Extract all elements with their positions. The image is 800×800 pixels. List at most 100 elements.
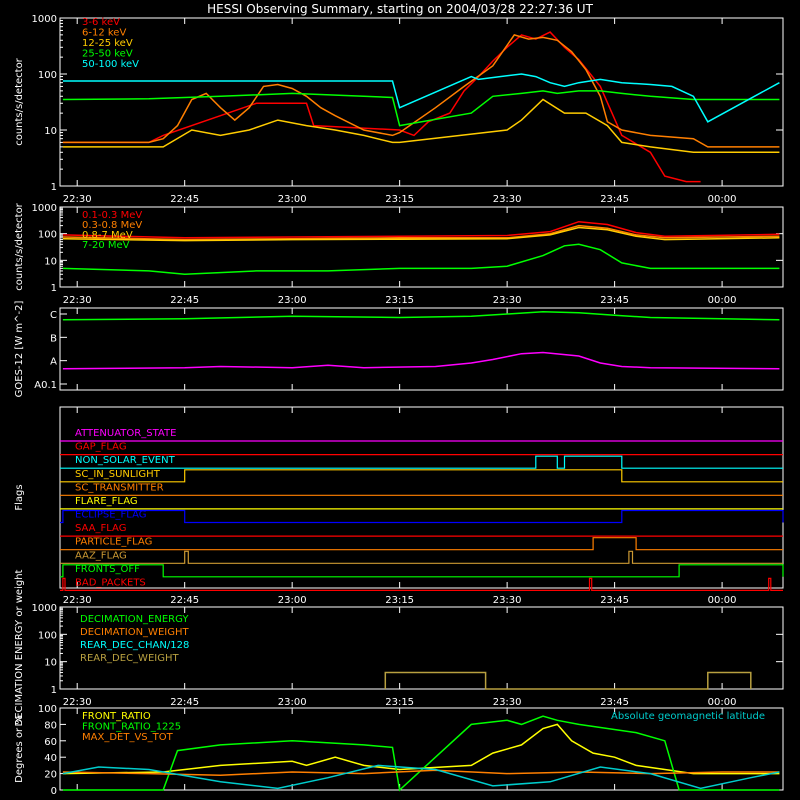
flag-line xyxy=(60,564,784,578)
y-axis-label-0: counts/s/detector xyxy=(14,57,25,145)
panel-frame-5 xyxy=(59,707,784,791)
y-tick-label: 1 xyxy=(51,182,57,193)
legend-entry: 25-50 keV xyxy=(82,49,133,60)
series-line-1 xyxy=(62,34,780,148)
y-tick-label: 10 xyxy=(44,658,57,669)
y-tick-label: 1000 xyxy=(32,603,57,614)
flag-line xyxy=(60,577,783,592)
ratio-series-1 xyxy=(62,715,780,792)
y-tick-label: 0 xyxy=(51,786,57,797)
y-tick-label: A0.1 xyxy=(34,380,57,391)
time-tick-label: 23:30 xyxy=(493,194,522,205)
series-line-2 xyxy=(62,226,780,242)
ratio-series-2 xyxy=(62,769,780,776)
time-tick-label: 23:15 xyxy=(385,595,414,606)
time-tick-label: 22:45 xyxy=(170,194,199,205)
time-tick-label: 23:00 xyxy=(278,697,307,708)
y-axis-label-3: Flags xyxy=(14,484,25,510)
y-tick-label: 1 xyxy=(51,685,57,696)
flag-label: FRONTS_OFF xyxy=(75,564,140,575)
flag-label: PARTICLE_FLAG xyxy=(75,537,152,548)
y-tick-label: 100 xyxy=(38,704,57,715)
goes-series-0 xyxy=(62,310,780,321)
time-tick-label: 22:30 xyxy=(63,697,92,708)
time-tick-label: 23:15 xyxy=(385,295,414,306)
time-tick-label: 22:45 xyxy=(170,595,199,606)
flag-label: AAZ_FLAG xyxy=(75,550,127,561)
annotation-label: Absolute geomagnetic latitude xyxy=(611,711,765,722)
series-line-4 xyxy=(62,73,780,123)
y-tick-label: 1 xyxy=(51,283,57,294)
flag-label: GAP_FLAG xyxy=(75,442,127,453)
flag-label: SAA_FLAG xyxy=(75,523,126,534)
y-tick-label: 80 xyxy=(44,720,57,731)
time-tick-label: 22:45 xyxy=(170,295,199,306)
flag-line xyxy=(60,455,783,469)
time-tick-label: 22:30 xyxy=(63,295,92,306)
series-line-3 xyxy=(62,243,780,276)
flag-line xyxy=(60,509,784,524)
legend-entry: 0.8-7 MeV xyxy=(82,230,133,241)
legend-entry: REAR_DEC_WEIGHT xyxy=(80,653,179,664)
legend-entry: DECIMATION_ENERGY xyxy=(80,614,189,625)
time-tick-label: 00:00 xyxy=(708,194,737,205)
y-tick-label: 100 xyxy=(38,230,57,241)
legend-entry: DECIMATION_WEIGHT xyxy=(80,627,189,638)
time-tick-label: 23:00 xyxy=(278,595,307,606)
legend-entry: 0.1-0.3 MeV xyxy=(82,210,142,221)
legend-entry: FRONT_RATIO xyxy=(82,711,151,722)
legend-entry: 12-25 keV xyxy=(82,38,133,49)
time-tick-label: 23:30 xyxy=(493,595,522,606)
y-tick-label: 100 xyxy=(38,630,57,641)
y-axis-label-1: counts/s/detector xyxy=(14,202,25,290)
legend-entry: FRONT_RATIO_1225 xyxy=(82,722,181,733)
ratio-series-0 xyxy=(62,723,780,775)
time-tick-label: 23:45 xyxy=(600,697,629,708)
legend-entry: 50-100 keV xyxy=(82,59,139,70)
y-tick-label: 1000 xyxy=(32,203,57,214)
panel-frame-0 xyxy=(59,17,784,187)
series-line-0 xyxy=(62,31,701,183)
flag-line xyxy=(60,469,783,483)
decimation-series-3 xyxy=(384,671,752,690)
panel-frame-2 xyxy=(59,307,784,391)
time-tick-label: 23:30 xyxy=(493,697,522,708)
legend-entry: MAX_DET_VS_TOT xyxy=(82,732,174,743)
series-line-2 xyxy=(62,98,780,154)
y-tick-label: 10 xyxy=(44,256,57,267)
goes-series-1 xyxy=(62,351,780,370)
flag-label: BAD_PACKETS xyxy=(75,577,146,588)
flag-label: NON_SOLAR_EVENT xyxy=(75,455,176,466)
flag-label: FLARE_FLAG xyxy=(75,496,138,507)
y-tick-label: 100 xyxy=(38,70,57,81)
series-line-1 xyxy=(62,224,780,241)
legend-entry: 6-12 keV xyxy=(82,28,126,39)
y-tick-label: 40 xyxy=(44,753,57,764)
y-tick-label: 10 xyxy=(44,126,57,137)
chart-title: HESSI Observing Summary, starting on 200… xyxy=(207,2,593,16)
y-tick-label: C xyxy=(50,310,57,321)
time-tick-label: 00:00 xyxy=(708,295,737,306)
y-axis-label-2: GOES-12 [W m^-2] xyxy=(14,301,25,398)
legend-entry: 7-20 MeV xyxy=(82,240,130,251)
time-tick-label: 22:30 xyxy=(63,194,92,205)
time-tick-label: 00:00 xyxy=(708,697,737,708)
y-tick-label: 1000 xyxy=(32,14,57,25)
time-tick-label: 23:45 xyxy=(600,194,629,205)
time-tick-label: 00:00 xyxy=(708,595,737,606)
time-tick-label: 23:45 xyxy=(600,295,629,306)
time-tick-label: 23:00 xyxy=(278,295,307,306)
flag-label: ATTENUATOR_STATE xyxy=(75,428,176,439)
y-tick-label: B xyxy=(50,333,57,344)
time-tick-label: 22:30 xyxy=(63,595,92,606)
flag-label: ECLIPSE_FLAG xyxy=(75,510,146,521)
time-tick-label: 22:45 xyxy=(170,697,199,708)
flag-label: SC_TRANSMITTER xyxy=(75,482,164,493)
series-line-0 xyxy=(62,220,780,239)
series-line-3 xyxy=(62,90,780,127)
flag-label: SC_IN_SUNLIGHT xyxy=(75,469,161,480)
y-axis-label-4: DECIMATION ENERGY or weight xyxy=(14,569,25,726)
flag-line xyxy=(60,537,783,551)
ratio-series-3 xyxy=(62,764,780,790)
